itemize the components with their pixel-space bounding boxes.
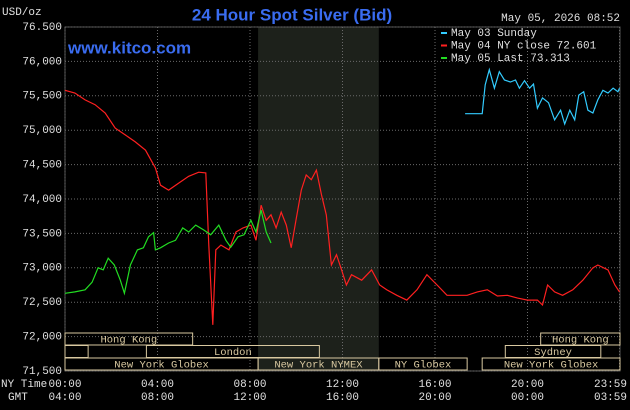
- x2-tick-label: 03:59: [594, 392, 627, 404]
- x-label: NY Time: [1, 379, 47, 391]
- market-session-label: Sydney: [534, 347, 572, 359]
- y-tick-label: 75,000: [22, 125, 62, 137]
- price-line: [64, 89, 620, 325]
- x2-tick-label: 04:00: [48, 392, 81, 404]
- y-tick-label: 72,500: [22, 297, 62, 309]
- session-shade: [258, 27, 379, 371]
- y-tick-label: 73,500: [22, 228, 62, 240]
- y-tick-label: 71,500: [22, 366, 62, 378]
- x2-tick-label: 08:00: [141, 392, 174, 404]
- y-tick-label: 76,000: [22, 56, 62, 68]
- price-line: [465, 67, 621, 126]
- legend-label: May 05 Last 73.313: [451, 53, 570, 65]
- x2-tick-label: 20:00: [418, 392, 451, 404]
- market-session-label: New York Globex: [114, 359, 209, 371]
- market-session: [64, 332, 194, 346]
- legend-label: May 03 Sunday: [451, 28, 537, 40]
- y-tick-label: 76.500: [22, 22, 62, 34]
- market-session-label: Hong Kong: [100, 334, 157, 346]
- market-session-label: New York Globex: [504, 359, 599, 371]
- timestamp: May 05, 2026 08:52: [501, 13, 620, 25]
- y-tick-label: 75,500: [22, 91, 62, 103]
- market-session-label: Hong Kong: [552, 334, 609, 346]
- market-session: [378, 357, 468, 371]
- x-tick-label: 04:00: [141, 379, 174, 391]
- y-unit: USD/oz: [2, 7, 42, 19]
- market-session-label: New York NYMEX: [274, 359, 363, 371]
- x-tick-label: 12:00: [326, 379, 359, 391]
- price-line: [64, 209, 272, 296]
- x-tick-label: 08:00: [233, 379, 266, 391]
- x-tick-label: 16:00: [418, 379, 451, 391]
- x-tick-label: 23:59: [594, 379, 627, 391]
- y-tick-label: 72,000: [22, 332, 62, 344]
- y-tick-label: 73,000: [22, 263, 62, 275]
- chart-title: 24 Hour Spot Silver (Bid): [192, 5, 392, 24]
- watermark: www.kitco.com: [67, 38, 191, 57]
- y-tick-label: 74,500: [22, 160, 62, 172]
- y-tick-label: 74,000: [22, 194, 62, 206]
- x2-tick-label: 12:00: [233, 392, 266, 404]
- x2-tick-label: 00:00: [511, 392, 544, 404]
- market-session: [481, 357, 621, 371]
- market-session-label: NY Globex: [395, 359, 452, 371]
- x2-label: GMT: [8, 392, 28, 404]
- x2-tick-label: 16:00: [326, 392, 359, 404]
- market-session-label: London: [214, 347, 252, 359]
- x-tick-label: 20:00: [511, 379, 544, 391]
- x-tick-label: 00:00: [48, 379, 81, 391]
- legend-label: May 04 NY close 72.601: [451, 40, 597, 52]
